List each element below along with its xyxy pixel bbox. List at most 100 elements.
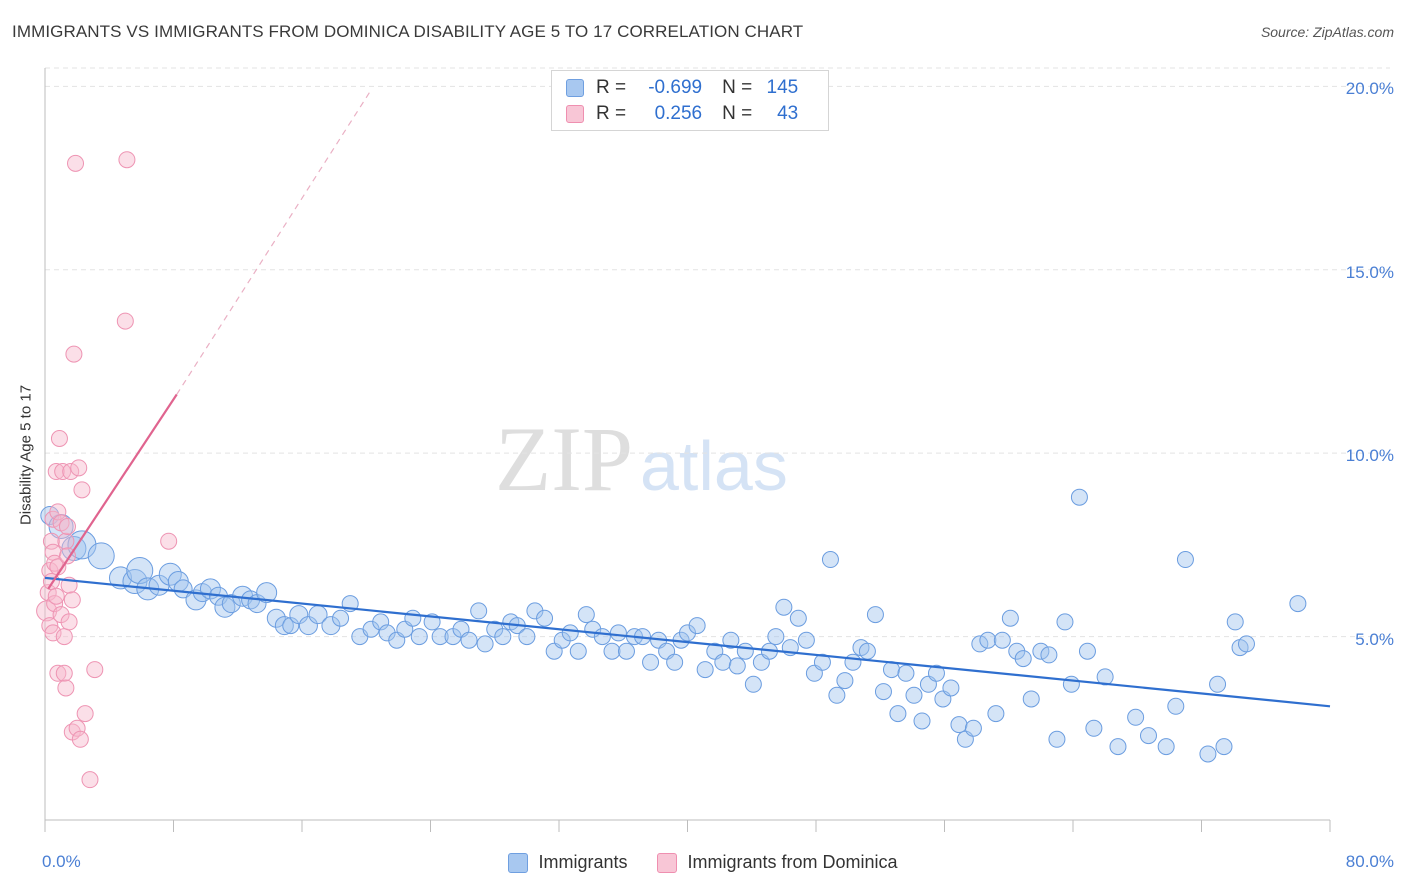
legend-label-immigrants: Immigrants xyxy=(538,852,628,872)
immigrants-point xyxy=(836,672,854,690)
stats-legend: R = -0.699 N = 145 R = 0.256 N = 43 xyxy=(551,70,829,131)
immigrants-point xyxy=(1199,745,1217,763)
immigrants-point xyxy=(897,664,915,682)
chart-title: IMMIGRANTS VS IMMIGRANTS FROM DOMINICA D… xyxy=(12,22,804,41)
immigrants-point xyxy=(874,683,892,701)
immigrants-point xyxy=(289,605,309,625)
immigrants-point xyxy=(1289,595,1307,613)
dominica-point xyxy=(49,503,67,521)
immigrants-point xyxy=(1085,719,1103,737)
immigrants-point xyxy=(108,566,132,590)
immigrants-point xyxy=(736,642,754,660)
immigrants-point xyxy=(1062,675,1080,693)
immigrants-point xyxy=(298,616,318,636)
legend-blue-swatch-icon xyxy=(508,852,529,873)
immigrants-point xyxy=(964,719,982,737)
immigrants-point xyxy=(1176,551,1194,569)
immigrants-point xyxy=(797,631,815,649)
immigrants-point xyxy=(1215,738,1233,756)
immigrants-point xyxy=(1139,727,1157,745)
immigrants-point xyxy=(1127,708,1145,726)
immigrants-point xyxy=(767,628,785,646)
immigrants-point xyxy=(87,542,115,570)
immigrants-point xyxy=(274,616,294,636)
immigrants-trend-line xyxy=(44,576,1331,708)
immigrants-points xyxy=(40,488,1307,763)
immigrants-point xyxy=(1070,488,1088,506)
dominica-point xyxy=(63,591,81,609)
dominica-point xyxy=(42,532,60,550)
immigrants-point xyxy=(1014,650,1032,668)
y-tick-label: 5.0% xyxy=(1355,629,1394,649)
dominica-point xyxy=(46,595,64,613)
immigrants-point xyxy=(1056,613,1074,631)
legend-pink-swatch-icon xyxy=(657,852,678,873)
immigrants-point xyxy=(993,631,1011,649)
dominica-point xyxy=(160,532,178,550)
n-label: N = xyxy=(722,103,753,124)
immigrants-point xyxy=(494,628,512,646)
legend-item-immigrants: Immigrants xyxy=(508,852,627,873)
immigrants-point xyxy=(577,606,595,624)
immigrants-point xyxy=(1040,646,1058,664)
immigrants-point xyxy=(1237,635,1255,653)
immigrants-point xyxy=(603,642,621,660)
immigrants-point xyxy=(844,653,862,671)
immigrants-point xyxy=(332,609,350,627)
n-value: 145 xyxy=(766,77,799,98)
series-legend: Immigrants Immigrants from Dominica xyxy=(0,852,1406,873)
immigrants-point xyxy=(1022,690,1040,708)
dominica-point xyxy=(68,719,86,737)
axes xyxy=(44,68,1331,832)
dominica-point xyxy=(47,587,65,605)
immigrants-point xyxy=(813,653,831,671)
dominica-point xyxy=(116,312,134,330)
dominica-point xyxy=(57,679,75,697)
dominica-point xyxy=(76,705,94,723)
immigrants-point xyxy=(987,705,1005,723)
immigrants-point xyxy=(714,653,732,671)
immigrants-point xyxy=(321,616,341,636)
dominica-point xyxy=(65,345,83,363)
immigrants-point xyxy=(775,598,793,616)
stats-row-dominica: R = 0.256 N = 43 xyxy=(566,102,798,126)
n-value: 43 xyxy=(777,103,799,124)
dominica-point xyxy=(55,628,73,646)
immigrants-point xyxy=(561,624,579,642)
immigrants-point xyxy=(821,551,839,569)
immigrants-point xyxy=(789,609,807,627)
immigrants-point xyxy=(950,716,968,734)
y-tick-label: 10.0% xyxy=(1345,446,1394,466)
legend-item-dominica: Immigrants from Dominica xyxy=(657,852,898,873)
dominica-point xyxy=(57,532,75,550)
dominica-point xyxy=(60,613,78,631)
immigrants-point xyxy=(221,594,241,614)
dominica-trend-line xyxy=(47,393,178,590)
immigrants-point xyxy=(158,562,182,586)
y-tick-label: 15.0% xyxy=(1345,262,1394,282)
r-value: 0.256 xyxy=(654,103,703,124)
x-tick-label-max: 80.0% xyxy=(1345,852,1394,871)
immigrants-point xyxy=(1226,613,1244,631)
n-label: N = xyxy=(722,77,753,98)
watermark-atlas: atlas xyxy=(640,427,788,505)
r-value: -0.699 xyxy=(648,77,703,98)
r-label: R = xyxy=(596,103,627,124)
immigrants-point xyxy=(569,642,587,660)
dominica-point xyxy=(50,429,68,447)
immigrants-point xyxy=(266,608,286,628)
dominica-point xyxy=(49,664,67,682)
dominica-trend-extension xyxy=(176,89,372,395)
immigrants-point xyxy=(942,679,960,697)
legend-label-dominica: Immigrants from Dominica xyxy=(687,852,898,872)
immigrants-point xyxy=(1001,609,1019,627)
watermark: ZIP atlas xyxy=(495,408,788,510)
dominica-point xyxy=(58,518,76,536)
immigrants-point xyxy=(372,613,390,631)
dominica-points xyxy=(36,151,178,789)
swatch-pink-icon xyxy=(566,105,584,123)
immigrants-point xyxy=(1078,642,1096,660)
y-tick-label: 20.0% xyxy=(1345,79,1394,99)
immigrants-point xyxy=(905,686,923,704)
immigrants-point xyxy=(666,653,684,671)
